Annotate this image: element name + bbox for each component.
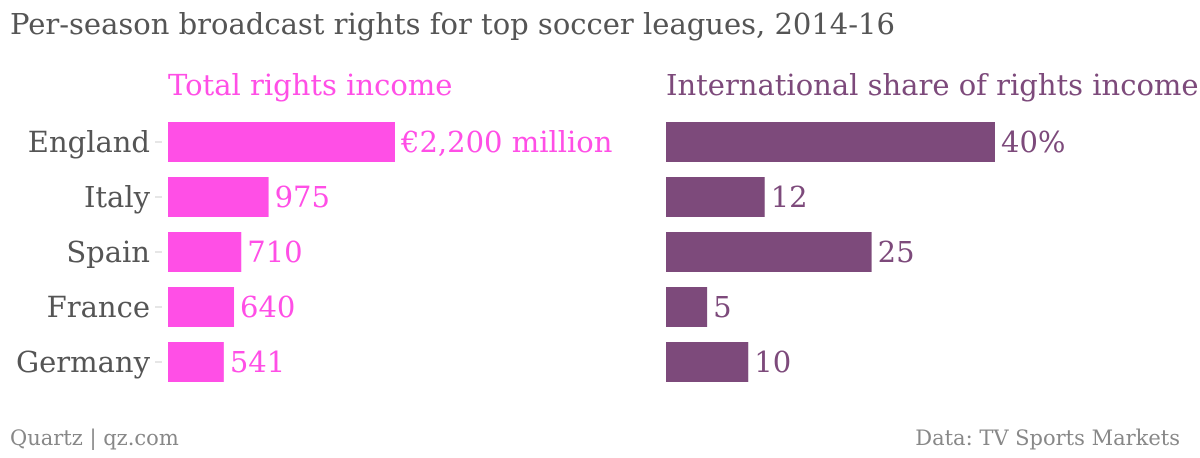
total-rights-bars: €2,200 million 975 710 640 541 <box>168 122 612 382</box>
international-bar-italy <box>666 177 765 217</box>
total-bar-italy <box>168 177 269 217</box>
international-bar-england <box>666 122 995 162</box>
category-labels: England Italy Spain France Germany <box>16 125 162 379</box>
category-label-france: France <box>47 290 150 324</box>
total-bar-england <box>168 122 395 162</box>
total-value-label-spain: 710 <box>247 235 302 269</box>
total-value-label-england: €2,200 million <box>400 125 612 159</box>
international-bar-france <box>666 287 708 327</box>
category-label-england: England <box>28 125 150 159</box>
category-label-italy: Italy <box>84 180 151 214</box>
international-bar-spain <box>666 232 872 272</box>
category-label-spain: Spain <box>66 235 150 269</box>
footer-source-left: Quartz | qz.com <box>10 426 179 451</box>
total-bar-spain <box>168 232 242 272</box>
international-bar-germany <box>666 342 749 382</box>
total-bar-germany <box>168 342 224 382</box>
international-value-label-england: 40% <box>1001 125 1065 159</box>
total-value-label-france: 640 <box>240 290 295 324</box>
category-label-germany: Germany <box>16 345 151 379</box>
panel-title-international: International share of rights income <box>666 68 1199 102</box>
chart-title: Per-season broadcast rights for top socc… <box>10 7 895 41</box>
international-share-bars: 40% 12 25 5 10 <box>666 122 1065 382</box>
panel-title-total: Total rights income <box>168 68 452 102</box>
international-value-label-germany: 10 <box>754 345 791 379</box>
total-value-label-germany: 541 <box>230 345 285 379</box>
footer-source-right: Data: TV Sports Markets <box>915 426 1180 450</box>
international-value-label-france: 5 <box>713 290 731 324</box>
total-bar-france <box>168 287 235 327</box>
international-value-label-italy: 12 <box>771 180 808 214</box>
international-value-label-spain: 25 <box>878 235 915 269</box>
total-value-label-italy: 975 <box>275 180 330 214</box>
